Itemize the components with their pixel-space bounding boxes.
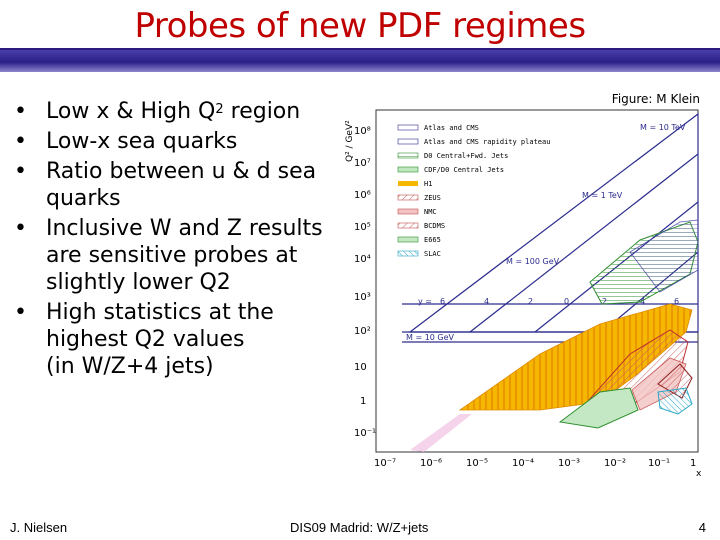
mass-label: M = 10 GeV [406,333,455,342]
bullet-text: Ratio between u & d sea [46,159,317,184]
y-tick-label: 10 [354,362,367,373]
legend-entry: D0 Central+Fwd. Jets [424,152,508,160]
bullet-4: • Inclusive W and Z results are sensitiv… [14,215,344,296]
legend-swatch [397,138,419,145]
legend-swatch [397,222,419,229]
bullet-text: (in W/Z+4 jets) [46,354,214,379]
x-axis-label: x [696,469,702,479]
bullet-text: quarks [46,186,121,211]
y-axis-label: Q² / GeV² [345,120,355,162]
legend-swatch [397,250,419,257]
bullet-2: • Low-x sea quarks [14,128,344,155]
y-tick-label: 10⁵ [354,222,371,233]
legend-entry: E665 [424,236,441,244]
atlas-plateau-region [629,219,699,293]
bullet-dot: • [14,159,27,184]
x-tick-label: 10⁻⁷ [374,458,396,469]
rapidity-label: y = [418,297,432,306]
legend-entry: SLAC [424,250,441,258]
legend-entry: H1 [424,180,432,188]
bullet-dot: • [14,216,27,241]
rapidity-label: 2 [528,297,533,306]
bullet-text: region [223,99,301,124]
mass-labels: M = 10 TeV M = 1 TeV M = 100 GeV M = 10 … [406,123,686,342]
lhc-triangle [408,112,699,333]
legend-swatch [397,166,419,173]
bullet-text: slightly lower Q2 [46,270,231,295]
bullet-text: Low-x sea quarks [46,129,238,154]
y-tick-label: 10⁷ [354,158,371,169]
rapidity-label: 4 [484,297,489,306]
bullet-dot: • [14,99,27,124]
legend-entry: Atlas and CMS [424,124,479,132]
bullet-dot: • [14,129,27,154]
legend-entry: BCDMS [424,222,445,230]
figure-credit: Figure: M Klein [611,92,700,106]
legend-swatch [397,124,419,131]
rapidity-label: 6 [674,297,679,306]
y-tick-label: 10⁸ [354,126,371,137]
y-tick-label: 10⁶ [354,190,371,201]
lhc-region [402,112,699,343]
y-tick-label: 10³ [354,292,371,303]
mass-label: M = 10 TeV [640,123,686,132]
legend-swatch [397,194,419,201]
bullet-text: Low x & High Q [46,99,216,124]
legend-entry: NMC [424,208,437,216]
mass-line [469,153,699,333]
footer-conference: DIS09 Madrid: W/Z+jets [290,520,429,535]
footer-author: J. Nielsen [10,520,68,535]
bullet-5: • High statistics at the highest Q2 valu… [14,299,344,380]
legend-swatch [397,208,419,215]
title-bar [0,48,720,72]
x-tick-label: 10⁻¹ [648,458,670,469]
slide-number: 4 [698,520,706,535]
rapidity-label: 0 [564,297,569,306]
bullet-list: • Low x & High Q2 region • Low-x sea qua… [14,98,344,383]
bullet-text: High statistics at the [46,300,274,325]
superscript: 2 [215,102,224,117]
bullet-1: • Low x & High Q2 region [14,98,344,125]
kinematic-plane-svg: Q² / GeV² 10⁸ 10⁷ 10⁶ 10⁵ 10⁴ 10³ 10² 10… [345,109,702,479]
legend-entry: Atlas and CMS rapidity plateau [424,138,550,146]
x-tick-label: 10⁻³ [558,458,580,469]
legend-swatch [398,181,418,186]
bullet-3: • Ratio between u & d sea quarks [14,158,344,212]
mass-label: M = 100 GeV [506,257,560,266]
legend-entry: CDF/D0 Central Jets [424,166,504,174]
low-x-tail [410,414,472,452]
kinematic-plane-figure: Q² / GeV² 10⁸ 10⁷ 10⁶ 10⁵ 10⁴ 10³ 10² 10… [340,92,712,482]
bullet-text: are sensitive probes at [46,243,298,268]
y-tick-labels: 10⁸ 10⁷ 10⁶ 10⁵ 10⁴ 10³ 10² 10 1 10⁻¹ [354,126,376,439]
rapidity-label: 4 [640,297,645,306]
slac-region [657,387,693,415]
bullet-text: Inclusive W and Z results [46,216,323,241]
y-tick-label: 10⁴ [354,254,371,265]
x-tick-label: 1 [690,458,696,469]
x-tick-label: 10⁻² [604,458,626,469]
bullet-dot: • [14,300,27,325]
legend-entry: ZEUS [424,194,441,202]
bullet-text: highest Q2 values [46,327,245,352]
y-tick-label: 10⁻¹ [354,428,376,439]
e665-region [558,387,639,429]
x-tick-label: 10⁻⁴ [512,458,534,469]
slide-title: Probes of new PDF regimes [134,6,586,46]
h1-region [458,303,693,411]
x-tick-label: 10⁻⁶ [420,458,442,469]
legend: Atlas and CMS Atlas and CMS rapidity pla… [397,124,550,258]
x-tick-labels: 10⁻⁷ 10⁻⁶ 10⁻⁵ 10⁻⁴ 10⁻³ 10⁻² 10⁻¹ 1 [374,458,696,469]
y-tick-label: 10² [354,326,371,337]
y-tick-label: 1 [360,396,366,407]
mass-label: M = 1 TeV [582,191,623,200]
legend-swatch [397,236,419,243]
legend-swatch [397,152,419,159]
rapidity-label: 6 [440,297,445,306]
x-tick-label: 10⁻⁵ [466,458,488,469]
